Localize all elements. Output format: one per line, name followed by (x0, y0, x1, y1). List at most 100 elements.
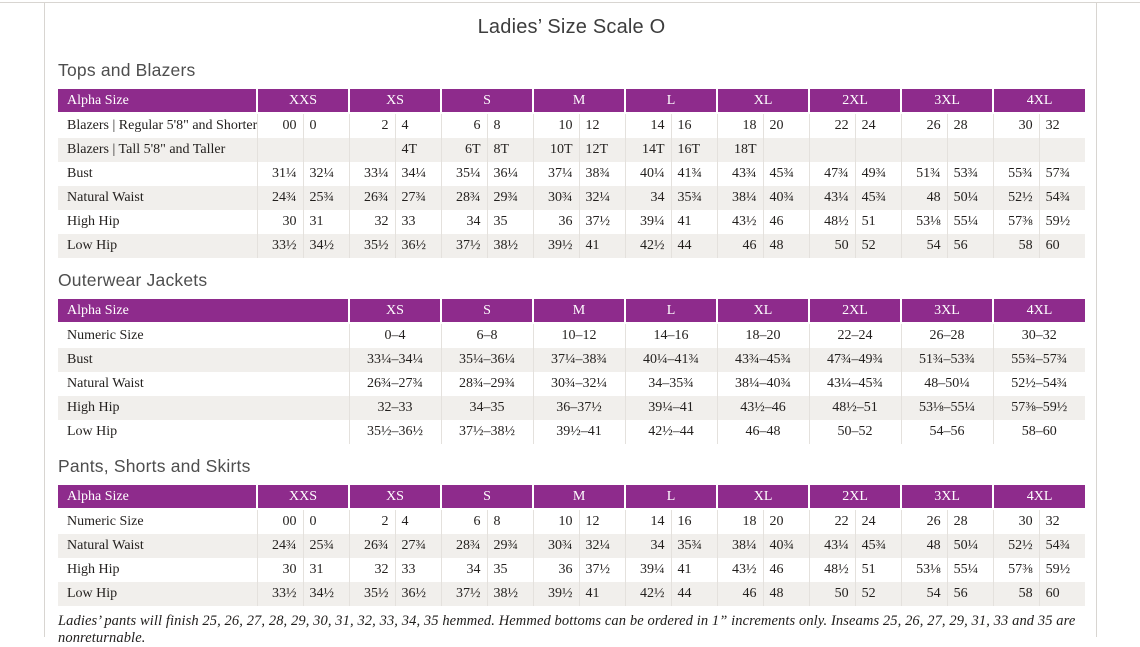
size-cell: 10–12 (532, 323, 625, 348)
row-label: Bust (67, 352, 93, 367)
size-cell: 38½ (486, 582, 534, 606)
size-cell: 37¼–38¾ (532, 348, 625, 372)
size-cell: 26 (900, 113, 948, 138)
size-cell: 22 (808, 113, 856, 138)
table-row: Natural Waist 24¾ 25¾ 26¾ 27¾ 28¾ 29¾ 30¾ 32¼ 34 3… (58, 186, 1086, 210)
size-cell: 51 (854, 210, 902, 234)
size-cell: 25¾ (302, 534, 350, 558)
size-cell: 35½–36½ (348, 420, 441, 444)
size-cell: 18 (716, 113, 764, 138)
table-row: Low Hip 33½ 34½ 35½ 36½ 37½ 38½ 39½ 41 42½ 44 46 48 5… (58, 582, 1086, 606)
size-cell: 00 (256, 113, 303, 138)
size-cell: 32¼ (578, 534, 626, 558)
size-cell: 56 (946, 234, 994, 258)
size-cell: 48½ (808, 210, 856, 234)
size-cell: 55¾–57¾ (992, 348, 1085, 372)
size-cell: 33 (394, 210, 442, 234)
size-cell: 34½ (302, 582, 350, 606)
size-cell: 39¼–41 (624, 396, 717, 420)
size-cell: 0–4 (348, 323, 441, 348)
size-table-pants-shorts-and-skirts: Alpha Size XXS XS S M L XL 2XL 3XL 4XL Numeric Siz… (58, 485, 1086, 606)
size-cell: 54 (900, 234, 948, 258)
size-cell: 32 (1038, 113, 1086, 138)
size-cell: 58–60 (992, 420, 1085, 444)
size-cell: 51¾–53¾ (900, 348, 993, 372)
size-header-4xl: 4XL (992, 89, 1086, 114)
size-cell: 43½ (716, 558, 764, 582)
section-title-tops-and-blazers: Tops and Blazers (58, 60, 196, 80)
size-cell: 6 (440, 509, 488, 534)
size-header-l: L (624, 89, 718, 114)
size-cell (992, 138, 1040, 162)
size-cell: 43½ (716, 210, 764, 234)
size-cell: 36 (532, 210, 580, 234)
size-cell: 54¾ (1038, 186, 1086, 210)
size-cell: 10 (532, 509, 580, 534)
size-header-xs: XS (348, 299, 441, 324)
size-header-2xl: 2XL (808, 299, 901, 324)
size-cell: 38¾ (578, 162, 626, 186)
size-cell: 35¾ (670, 534, 718, 558)
size-cell: 47¾–49¾ (808, 348, 901, 372)
size-header-s: S (440, 299, 533, 324)
size-cell: 28¾–29¾ (440, 372, 533, 396)
size-cell: 49¾ (854, 162, 902, 186)
row-label: Numeric Size (67, 514, 144, 529)
size-cell: 28 (946, 509, 994, 534)
size-cell: 40¾ (762, 534, 810, 558)
table-row: Low Hip 35½–36½ 37½–38½ 39½–41 42½–44 46–48 50… (58, 420, 1085, 444)
size-cell: 4T (394, 138, 442, 162)
size-cell: 26¾ (348, 186, 396, 210)
size-cell: 34 (624, 186, 672, 210)
size-tables-container: Tops and Blazers Alpha Size XXS XS S M L XL 2XL 3… (58, 60, 1086, 606)
table-row: Blazers | Regular 5'8" and Shorter 00 0 2 4 6… (58, 113, 1086, 138)
size-cell: 00 (256, 509, 303, 534)
size-cell: 43¼ (808, 186, 856, 210)
size-cell: 50 (808, 582, 856, 606)
size-header-l: L (624, 485, 718, 510)
page-right-border (1096, 2, 1097, 637)
size-cell: 54 (900, 582, 948, 606)
size-cell: 31 (302, 558, 350, 582)
size-table-outerwear-jackets: Alpha Size XS S M L XL 2XL 3XL 4XL Numeric Size 0–… (58, 299, 1085, 444)
row-label: High Hip (67, 214, 120, 229)
size-cell: 46 (762, 210, 810, 234)
size-cell: 33½ (256, 582, 303, 606)
size-cell: 34½ (302, 234, 350, 258)
table-row: Bust 33¼–34¼ 35¼–36¼ 37¼–38¾ 40¼–41¾ 43¾–45¾ 4… (58, 348, 1085, 372)
size-cell: 46 (716, 234, 764, 258)
row-label: Bust (67, 166, 93, 181)
section-tops-and-blazers: Tops and Blazers Alpha Size XXS XS S M L XL 2XL 3… (58, 60, 1086, 258)
size-cell: 8 (486, 113, 534, 138)
size-cell: 34 (624, 534, 672, 558)
size-cell: 48½ (808, 558, 856, 582)
size-cell: 44 (670, 234, 718, 258)
size-cell: 48 (762, 582, 810, 606)
size-header-xxs: XXS (255, 485, 350, 510)
size-cell: 55¼ (946, 558, 994, 582)
size-cell: 60 (1038, 234, 1086, 258)
size-cell: 26¾ (348, 534, 396, 558)
size-cell: 45¾ (762, 162, 810, 186)
header-row: Alpha Size XXS XS S M L XL 2XL 3XL 4XL (58, 485, 1086, 510)
size-header-s: S (440, 485, 534, 510)
size-cell (256, 138, 303, 162)
size-cell: 35½ (348, 234, 396, 258)
size-cell: 58 (992, 582, 1040, 606)
size-cell: 32–33 (348, 396, 441, 420)
table-row: High Hip 30 31 32 33 34 35 36 37½ 39¼ 41 43½ 46 48½ 51… (58, 210, 1086, 234)
size-cell: 51 (854, 558, 902, 582)
size-cell: 36–37½ (532, 396, 625, 420)
size-cell: 30 (992, 113, 1040, 138)
size-header-xl: XL (716, 485, 810, 510)
size-cell: 52 (854, 234, 902, 258)
size-cell: 38¼–40¾ (716, 372, 809, 396)
row-label: Low Hip (67, 424, 118, 439)
size-cell: 55¾ (992, 162, 1040, 186)
size-cell: 26¾–27¾ (348, 372, 441, 396)
size-cell: 51¾ (900, 162, 948, 186)
size-header-3xl: 3XL (900, 299, 993, 324)
size-cell: 45¾ (854, 186, 902, 210)
section-title-outerwear-jackets: Outerwear Jackets (58, 270, 208, 290)
size-cell: 22–24 (808, 323, 901, 348)
